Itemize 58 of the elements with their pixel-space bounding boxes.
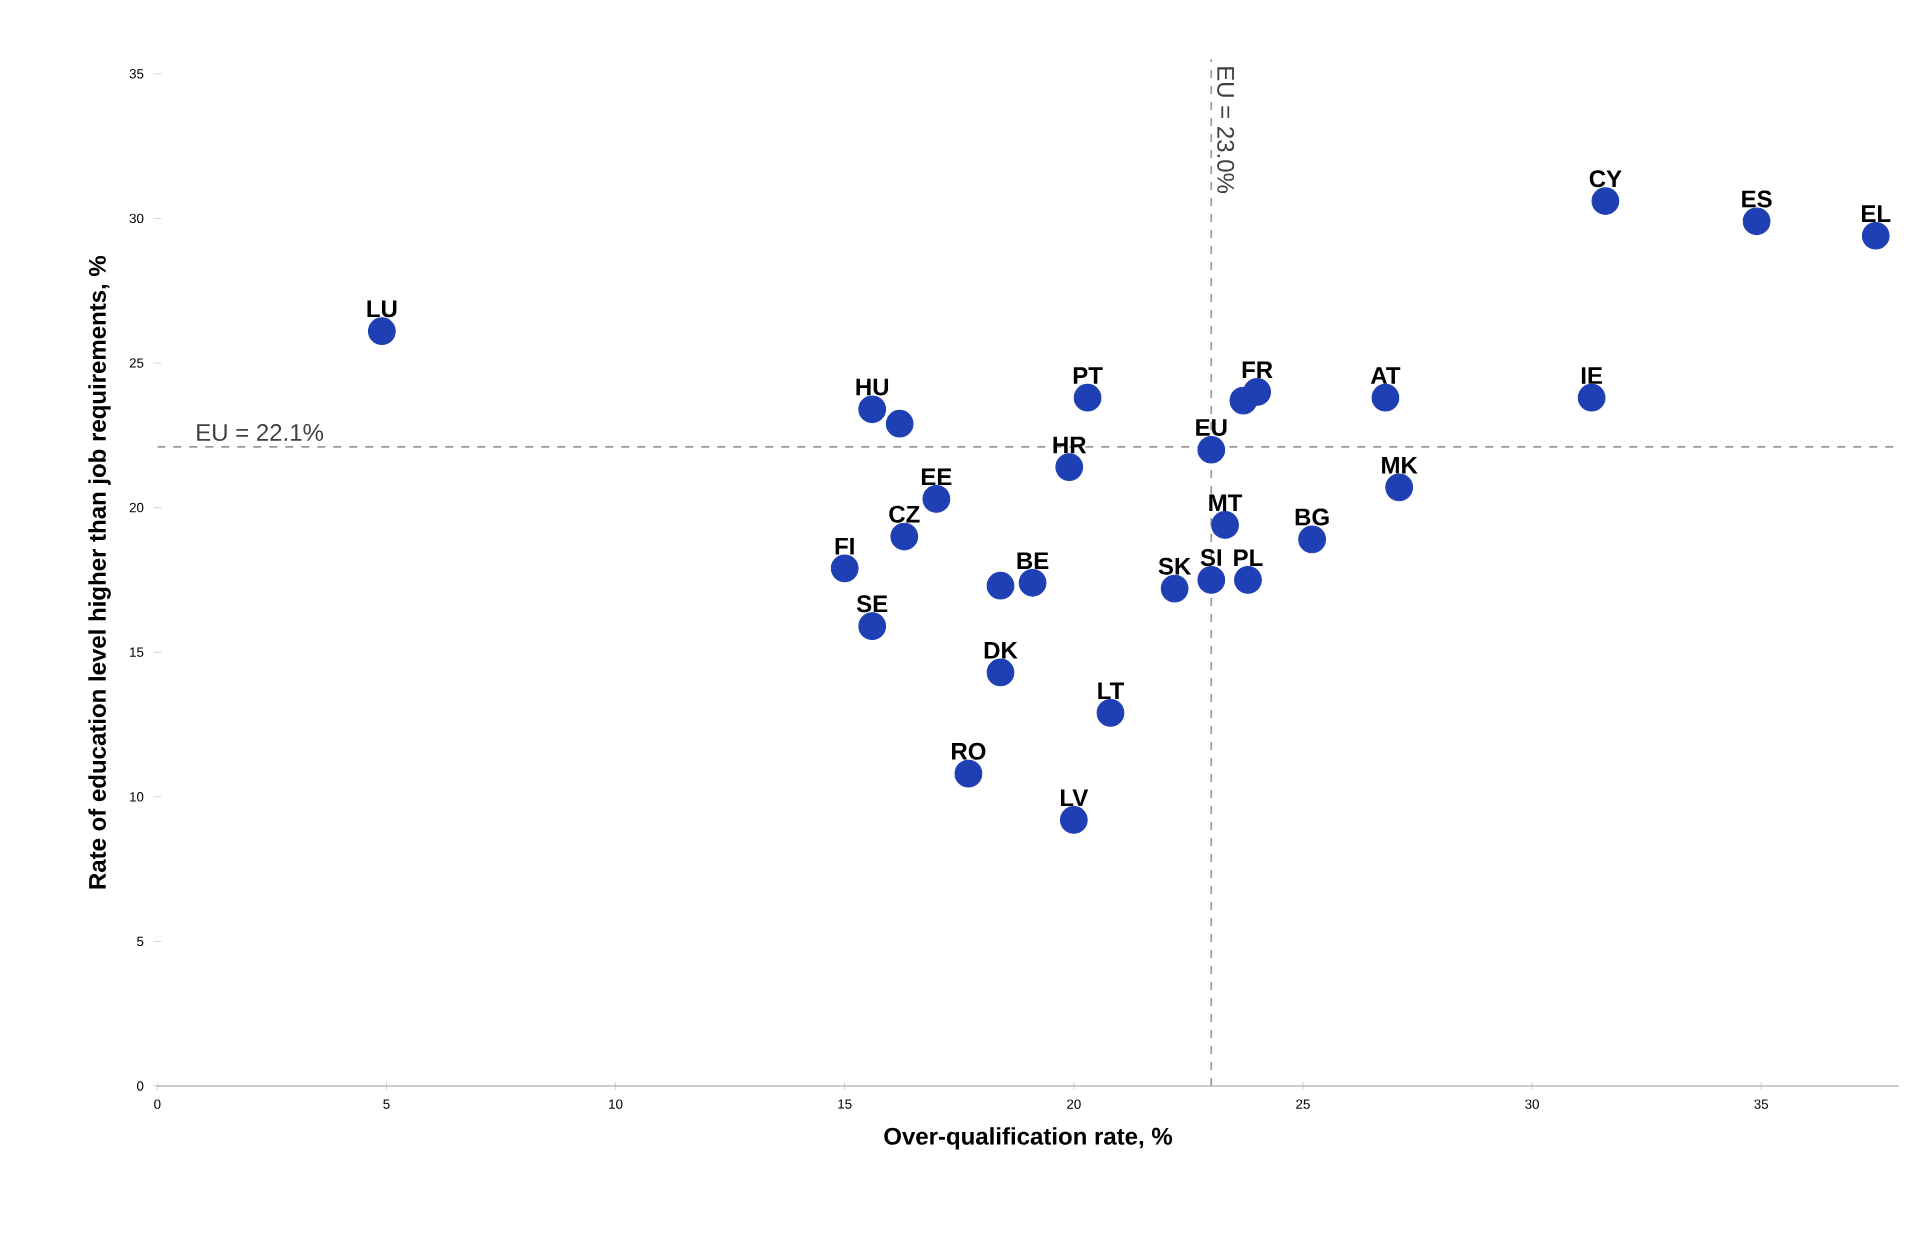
annotation: BG: [1295, 508, 1329, 526]
point: [1385, 473, 1414, 502]
ref-line-label: EU = 23.0%: [1217, 67, 1235, 194]
point: [986, 571, 1015, 600]
point: [1742, 207, 1771, 236]
annotation: FI: [835, 537, 854, 555]
point: [858, 612, 887, 641]
point: [1861, 221, 1890, 250]
ref-line-label: EU = 22.1%: [197, 423, 324, 442]
annotation: HU: [856, 378, 889, 396]
annotation: LT: [1098, 682, 1124, 700]
annotation: EU: [1196, 419, 1227, 436]
point: [1073, 383, 1102, 412]
x-axis-title: Over-qualification rate, %: [884, 1127, 1173, 1150]
point: [922, 485, 951, 513]
annotation: RO: [952, 742, 986, 760]
annotation: SI: [1200, 549, 1222, 567]
point: [1577, 383, 1606, 412]
point: [885, 409, 914, 438]
annotation: CY: [1589, 170, 1622, 188]
point: [1059, 806, 1088, 834]
annotation: SK: [1158, 557, 1192, 575]
point: [1243, 378, 1271, 406]
point: [1096, 699, 1125, 727]
point: [1234, 566, 1262, 594]
annotation: BE: [1017, 552, 1049, 569]
annotation: MK: [1382, 456, 1418, 474]
point: [1160, 574, 1189, 603]
annotation: EL: [1862, 205, 1891, 222]
annotation: LU: [367, 300, 397, 318]
point: [1055, 453, 1084, 481]
annotation: AT: [1370, 367, 1401, 384]
point: [1211, 511, 1239, 539]
annotation: IE: [1581, 367, 1603, 384]
point: [858, 395, 887, 424]
point: [1197, 435, 1226, 464]
point: [1371, 383, 1400, 412]
point: [1197, 566, 1226, 594]
point: [954, 759, 983, 788]
annotation: HR: [1053, 436, 1087, 454]
point: [368, 317, 396, 346]
point: [986, 658, 1015, 687]
annotation: SE: [856, 595, 888, 613]
annotation: LV: [1060, 789, 1089, 807]
point: [1298, 525, 1326, 554]
point: [1591, 187, 1620, 215]
annotation: MT: [1209, 494, 1243, 512]
point: [1018, 568, 1047, 597]
point: [890, 522, 919, 551]
y-axis-title: Rate of education level higher than job requirements, %: [88, 255, 111, 889]
point: [830, 554, 859, 583]
annotation: ES: [1742, 190, 1772, 208]
annotation: FR: [1242, 361, 1273, 379]
annotation: PL: [1234, 549, 1263, 567]
annotation: PT: [1073, 367, 1103, 384]
annotation: DK: [984, 642, 1018, 659]
annotation: CZ: [889, 505, 920, 523]
annotation: EE: [921, 468, 952, 486]
